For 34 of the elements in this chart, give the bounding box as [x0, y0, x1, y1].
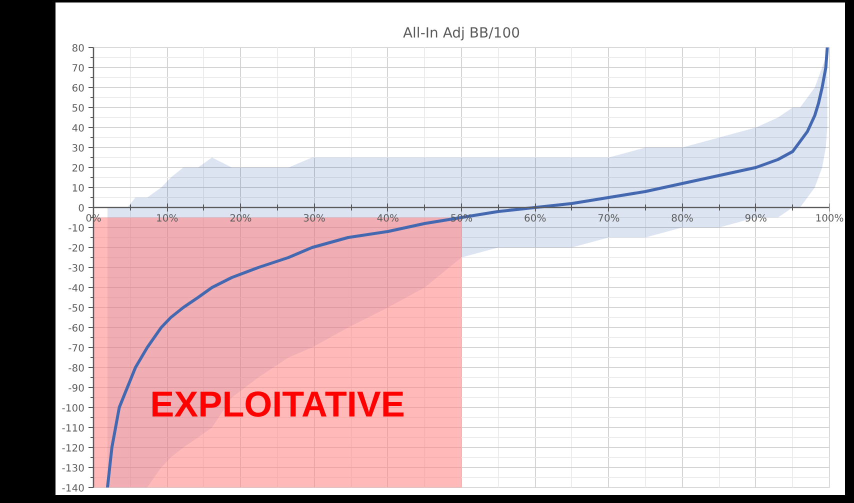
- x-tick-label: 90%: [744, 214, 768, 224]
- y-tick-label: -60: [68, 324, 85, 334]
- x-tick-label: 10%: [156, 214, 178, 224]
- y-tick-label: -80: [68, 364, 85, 374]
- x-tick-label: 70%: [598, 214, 620, 224]
- y-tick-label: 50: [72, 104, 85, 114]
- chart-title: All-In Adj BB/100: [402, 26, 520, 42]
- band-label: EXPLOITATIVE: [150, 383, 405, 424]
- y-tick-label: -100: [62, 404, 85, 414]
- y-tick-label: -40: [68, 284, 85, 294]
- y-tick-label: -90: [68, 384, 85, 394]
- x-tick-label: 100%: [815, 214, 844, 224]
- y-tick-label: -110: [62, 424, 85, 434]
- y-tick-label: 80: [72, 44, 85, 54]
- y-tick-label: -30: [68, 264, 85, 274]
- y-tick-label: -20: [68, 244, 85, 254]
- y-tick-label: -130: [62, 464, 85, 474]
- y-tick-label: -10: [68, 224, 85, 234]
- y-tick-label: -70: [68, 344, 85, 354]
- y-tick-label: 70: [72, 64, 85, 74]
- x-tick-label: 30%: [303, 214, 326, 224]
- x-tick-label: 80%: [671, 214, 694, 224]
- y-tick-label: 30: [72, 144, 85, 154]
- y-tick-label: 10: [72, 184, 85, 194]
- y-tick-label: -50: [68, 304, 85, 314]
- y-tick-label: -140: [62, 484, 85, 494]
- x-tick-label: 20%: [230, 214, 252, 224]
- x-tick-label: 60%: [524, 214, 546, 224]
- y-tick-label: 0: [78, 204, 85, 214]
- y-tick-label: -120: [62, 444, 85, 454]
- y-tick-label: 40: [72, 124, 85, 134]
- y-tick-label: 60: [72, 84, 85, 94]
- x-tick-label: 40%: [376, 214, 400, 224]
- y-tick-label: 20: [72, 164, 85, 174]
